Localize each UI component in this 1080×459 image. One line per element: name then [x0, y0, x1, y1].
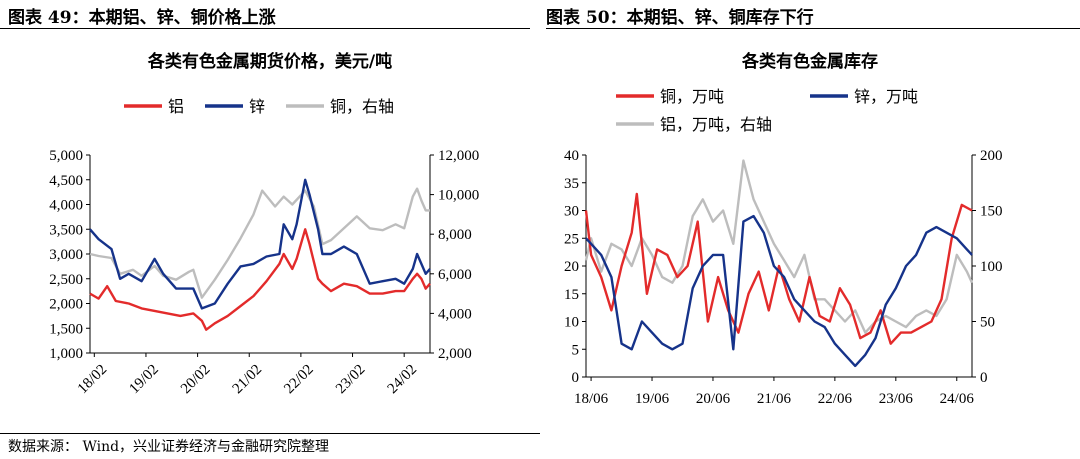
x-tick-label: 24/02	[385, 362, 420, 397]
y-left-tick-label: 4,500	[49, 173, 83, 189]
y-left-tick-label: 20	[564, 259, 579, 275]
left-figure-title: 图表 49：本期铝、锌、铜价格上涨	[8, 8, 276, 28]
legend-label: 铝，万吨，右轴	[660, 116, 772, 134]
y-right-tick-label: 0	[980, 370, 988, 386]
x-tick-label: 23/06	[879, 391, 914, 407]
y-left-tick-label: 1,500	[49, 321, 83, 337]
y-left-tick-label: 30	[564, 204, 579, 220]
y-left-tick-label: 15	[564, 287, 579, 303]
source-rule	[0, 433, 540, 434]
y-right-tick-label: 8,000	[438, 227, 472, 243]
legend-label: 铝	[168, 98, 184, 116]
y-right-tick-label: 4,000	[438, 306, 472, 322]
y-right-tick-label: 12,000	[438, 148, 479, 164]
y-right-tick-label: 50	[980, 315, 995, 331]
x-tick-label: 18/06	[574, 391, 609, 407]
right-title-rule	[546, 28, 1080, 29]
source-note: 数据来源： Wind，兴业证券经济与金融研究院整理	[8, 439, 330, 455]
x-tick-label: 24/06	[940, 391, 975, 407]
y-left-tick-label: 25	[564, 231, 579, 247]
y-left-tick-label: 4,000	[49, 198, 83, 214]
y-left-tick-label: 10	[564, 315, 579, 331]
y-right-tick-label: 150	[980, 204, 1003, 220]
y-left-tick-label: 35	[564, 176, 579, 192]
legend-label: 铜，万吨	[660, 88, 724, 106]
x-tick-label: 19/06	[635, 391, 670, 407]
legend-label: 锌，万吨	[854, 88, 918, 106]
series-line-red	[584, 192, 973, 345]
right-figure-title: 图表 50：本期铝、锌、铜库存下行	[546, 8, 814, 28]
y-left-tick-label: 3,000	[49, 247, 83, 263]
series-line-blue	[585, 214, 973, 368]
x-tick-label: 21/02	[230, 362, 265, 397]
y-left-tick-label: 2,000	[49, 297, 83, 313]
y-right-tick-label: 100	[980, 259, 1003, 275]
y-right-tick-label: 10,000	[438, 188, 479, 204]
y-left-tick-label: 40	[564, 148, 579, 164]
y-right-tick-label: 2,000	[438, 346, 472, 362]
legend-label: 锌	[249, 98, 265, 116]
x-tick-label: 23/02	[333, 362, 368, 397]
right-inventory-chart: 0 5 10 15 20 25 30 35 40 0 50 100 150 200 18/06 19/06 20…	[564, 88, 1003, 407]
right-chart-title: 各类有色金属库存	[742, 52, 878, 72]
y-left-tick-label: 1,000	[49, 346, 83, 362]
y-left-tick-label: 5	[572, 342, 580, 358]
x-tick-label: 21/06	[757, 391, 792, 407]
x-tick-label: 22/06	[818, 391, 853, 407]
x-tick-label: 18/02	[75, 362, 110, 397]
legend-label: 铜，右轴	[330, 98, 394, 116]
series-line-gray	[89, 187, 430, 299]
y-right-tick-label: 6,000	[438, 267, 472, 283]
series-line-gray	[584, 159, 974, 334]
y-left-tick-label: 3,500	[49, 222, 83, 238]
y-left-tick-label: 2,500	[49, 272, 83, 288]
x-tick-label: 19/02	[126, 362, 161, 397]
series-line-blue	[89, 178, 431, 310]
y-left-tick-label: 0	[572, 370, 580, 386]
x-tick-label: 20/06	[696, 391, 731, 407]
y-left-tick-label: 5,000	[49, 148, 83, 164]
y-right-tick-label: 200	[980, 148, 1003, 164]
left-price-chart: 1,000 1,500 2,000 2,500 3,000 3,500 4,000 4,500…	[49, 98, 479, 397]
x-tick-label: 20/02	[178, 362, 213, 397]
left-title-rule	[0, 28, 530, 29]
left-chart-title: 各类有色金属期货价格，美元/吨	[147, 52, 393, 72]
series-line-red	[89, 228, 431, 331]
x-tick-label: 22/02	[281, 362, 316, 397]
